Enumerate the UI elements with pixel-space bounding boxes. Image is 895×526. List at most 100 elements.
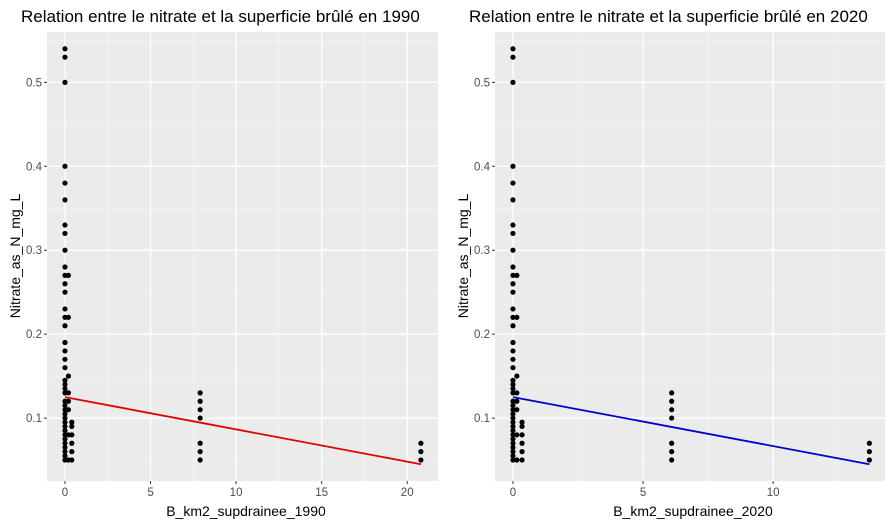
data-point — [669, 390, 675, 396]
data-point — [510, 449, 516, 455]
x-tick-label: 15 — [315, 487, 328, 499]
data-point — [514, 314, 520, 320]
data-point — [69, 419, 75, 425]
data-point — [62, 348, 68, 354]
data-point — [62, 247, 68, 253]
data-point — [62, 411, 68, 417]
chart-title: Relation entre le nitrate et la superfic… — [469, 7, 868, 26]
data-point — [62, 365, 68, 371]
data-point — [514, 457, 520, 463]
y-tick-label: 0.5 — [474, 77, 490, 89]
data-point — [514, 373, 520, 379]
data-point — [65, 398, 71, 404]
data-point — [62, 222, 68, 228]
data-point — [62, 163, 68, 169]
data-point — [510, 54, 516, 60]
data-point — [197, 390, 203, 396]
trend-line — [512, 396, 870, 466]
x-axis-title: B_km2_supdrainee_1990 — [166, 503, 326, 519]
y-tick-label: 0.1 — [474, 413, 490, 425]
y-axis-title: Nitrate_as_N_mg_L — [7, 194, 23, 319]
data-point — [669, 407, 675, 413]
y-tick-label: 0.3 — [26, 245, 42, 257]
data-point — [510, 398, 516, 404]
data-point — [510, 348, 516, 354]
trend-line — [64, 396, 422, 466]
data-point — [510, 432, 516, 438]
data-point — [62, 444, 68, 451]
data-point — [197, 415, 203, 421]
data-point — [519, 457, 525, 463]
data-point — [62, 264, 68, 270]
data-point — [69, 423, 75, 430]
data-point — [197, 457, 203, 463]
y-tick-label: 0.5 — [26, 77, 42, 89]
data-point — [510, 436, 516, 442]
data-point — [69, 432, 75, 438]
data-point — [197, 440, 203, 446]
data-point — [62, 423, 68, 430]
data-point — [510, 222, 516, 228]
data-point — [65, 272, 71, 278]
data-point — [510, 415, 516, 421]
data-point — [418, 440, 424, 446]
data-point — [418, 449, 424, 455]
data-point — [62, 381, 68, 388]
plot-area — [44, 32, 438, 484]
data-point — [514, 398, 520, 404]
data-point — [519, 419, 525, 425]
data-point — [519, 449, 525, 455]
data-point — [69, 457, 75, 463]
data-point — [510, 180, 516, 186]
x-tick-label: 0 — [62, 487, 68, 499]
data-point — [62, 453, 68, 459]
data-point — [62, 289, 68, 295]
data-point — [669, 415, 675, 421]
scatter-chart-2020: Relation entre le nitrate et la superfic… — [455, 7, 885, 519]
data-point — [510, 419, 516, 425]
data-point — [62, 339, 68, 346]
y-tick-label: 0.3 — [474, 245, 490, 257]
data-point — [510, 381, 516, 388]
y-tick-label: 0.4 — [26, 161, 43, 173]
x-tick-label: 5 — [147, 487, 153, 499]
data-point — [510, 386, 516, 392]
y-tick-label: 0.4 — [474, 161, 491, 173]
data-point — [510, 444, 516, 451]
data-point — [510, 306, 516, 312]
data-point — [514, 272, 520, 278]
data-point — [62, 377, 68, 383]
data-point — [62, 46, 68, 52]
scatter-chart-1990: Relation entre le nitrate et la superfic… — [7, 7, 438, 519]
data-point — [62, 419, 68, 425]
data-point — [510, 423, 516, 430]
data-point — [510, 46, 516, 52]
x-tick-label: 20 — [401, 487, 414, 499]
x-tick-label: 0 — [510, 487, 516, 499]
data-point — [866, 457, 872, 463]
chart-panel-1990: Relation entre le nitrate et la superfic… — [7, 7, 438, 519]
data-point — [510, 272, 516, 278]
data-point — [510, 365, 516, 371]
data-point — [62, 402, 68, 409]
data-point — [510, 323, 516, 329]
data-point — [197, 398, 203, 404]
data-point — [62, 54, 68, 60]
data-point — [62, 415, 68, 421]
y-axis-title: Nitrate_as_N_mg_L — [455, 194, 471, 319]
plot-background — [47, 32, 438, 481]
y-tick-label: 0.2 — [26, 329, 42, 341]
data-point — [62, 428, 68, 434]
data-point — [669, 449, 675, 455]
data-point — [510, 440, 516, 446]
data-point — [69, 440, 75, 446]
data-point — [197, 449, 203, 455]
data-point — [510, 197, 516, 203]
x-axis-title: B_km2_supdrainee_2020 — [613, 503, 773, 519]
data-point — [514, 390, 520, 396]
data-point — [62, 356, 68, 362]
data-point — [510, 247, 516, 253]
data-point — [510, 402, 516, 409]
y-tick-label: 0.2 — [474, 329, 490, 341]
data-point — [62, 440, 68, 446]
